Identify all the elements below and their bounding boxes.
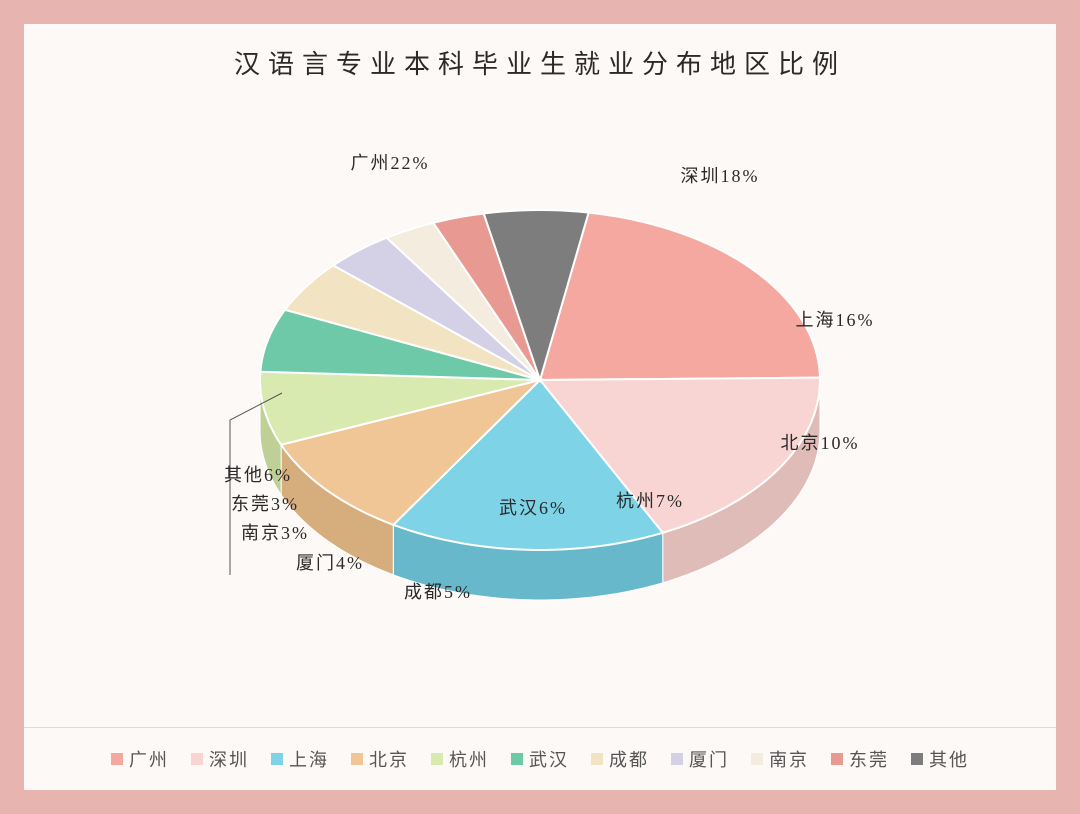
legend-item: 广州 [111, 746, 169, 772]
legend-item: 杭州 [431, 746, 489, 772]
slice-label: 其他6% [224, 465, 292, 485]
legend-label: 成都 [609, 746, 649, 772]
legend-swatch [351, 753, 363, 765]
legend-item: 成都 [591, 746, 649, 772]
slice-label: 杭州7% [616, 491, 684, 511]
pie-svg: 广州22% 深圳18% 上海16% 北京10% 杭州7% 武汉6% 成都5% 厦门4% 南京3%… [24, 104, 1056, 790]
slice-label: 武汉6% [499, 498, 567, 518]
slice-label: 上海16% [796, 310, 875, 330]
legend-label: 东莞 [849, 746, 889, 772]
legend-label: 武汉 [529, 746, 569, 772]
legend-item: 北京 [351, 746, 409, 772]
legend-label: 杭州 [449, 746, 489, 772]
legend-swatch [111, 753, 123, 765]
legend-swatch [831, 753, 843, 765]
legend-swatch [671, 753, 683, 765]
slice-label: 东莞3% [231, 494, 299, 514]
legend-label: 上海 [289, 746, 329, 772]
legend-item: 上海 [271, 746, 329, 772]
legend-swatch [511, 753, 523, 765]
legend-label: 南京 [769, 746, 809, 772]
legend-swatch [751, 753, 763, 765]
legend-swatch [271, 753, 283, 765]
pie-chart: 广州22% 深圳18% 上海16% 北京10% 杭州7% 武汉6% 成都5% 厦门4% 南京3%… [24, 104, 1056, 710]
legend-item: 南京 [751, 746, 809, 772]
legend-swatch [911, 753, 923, 765]
legend-label: 北京 [369, 746, 409, 772]
legend-label: 广州 [129, 746, 169, 772]
legend: 广州 深圳 上海 北京 杭州 武汉 成都 厦门 南京 东莞 其他 [24, 727, 1056, 790]
slice-label: 厦门4% [296, 553, 364, 573]
chart-frame: 汉语言专业本科毕业生就业分布地区比例 广州22% 深圳18% 上海16% 北京10% 杭… [24, 24, 1056, 790]
legend-item: 厦门 [671, 746, 729, 772]
legend-label: 深圳 [209, 746, 249, 772]
slice-label: 北京10% [781, 433, 860, 453]
legend-swatch [431, 753, 443, 765]
legend-label: 其他 [929, 746, 969, 772]
legend-swatch [591, 753, 603, 765]
legend-item: 东莞 [831, 746, 889, 772]
slice-label: 广州22% [351, 153, 430, 173]
slice-label: 深圳18% [681, 166, 760, 186]
legend-swatch [191, 753, 203, 765]
legend-item: 深圳 [191, 746, 249, 772]
legend-item: 武汉 [511, 746, 569, 772]
chart-title: 汉语言专业本科毕业生就业分布地区比例 [24, 24, 1056, 81]
slice-label: 成都5% [404, 582, 472, 602]
slice-label: 南京3% [241, 523, 309, 543]
legend-item: 其他 [911, 746, 969, 772]
legend-label: 厦门 [689, 746, 729, 772]
